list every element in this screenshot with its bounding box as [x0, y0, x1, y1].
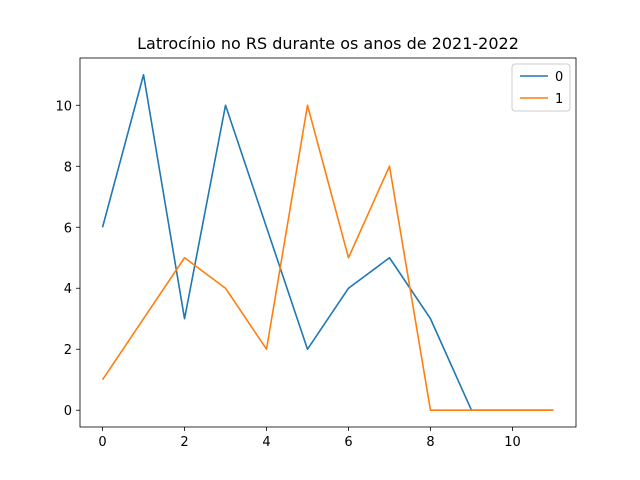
legend-label-1: 1 [555, 92, 563, 107]
chart-title: Latrocínio no RS durante os anos de 2021… [137, 34, 519, 53]
x-tick-label: 8 [426, 435, 434, 450]
legend: 01 [511, 63, 571, 112]
x-tick-label: 10 [504, 435, 521, 450]
x-tick-label: 4 [262, 435, 270, 450]
x-axis: 0 2 4 6 8 10 [98, 427, 521, 450]
y-tick-label: 2 [64, 343, 72, 358]
x-tick-label: 6 [344, 435, 352, 450]
y-tick-label: 10 [55, 99, 72, 114]
series-line-0 [101, 73, 554, 412]
plot-frame [79, 57, 577, 428]
x-tick-label: 2 [180, 435, 188, 450]
y-tick-label: 8 [64, 160, 72, 175]
plot-lines [101, 73, 554, 412]
series-line-1 [101, 104, 554, 412]
y-axis: 0 2 4 6 8 10 [55, 99, 80, 419]
y-tick-label: 6 [64, 221, 72, 236]
legend-label-0: 0 [555, 70, 563, 85]
y-tick-label: 4 [64, 282, 72, 297]
x-tick-label: 0 [98, 435, 106, 450]
y-tick-label: 0 [64, 404, 72, 419]
